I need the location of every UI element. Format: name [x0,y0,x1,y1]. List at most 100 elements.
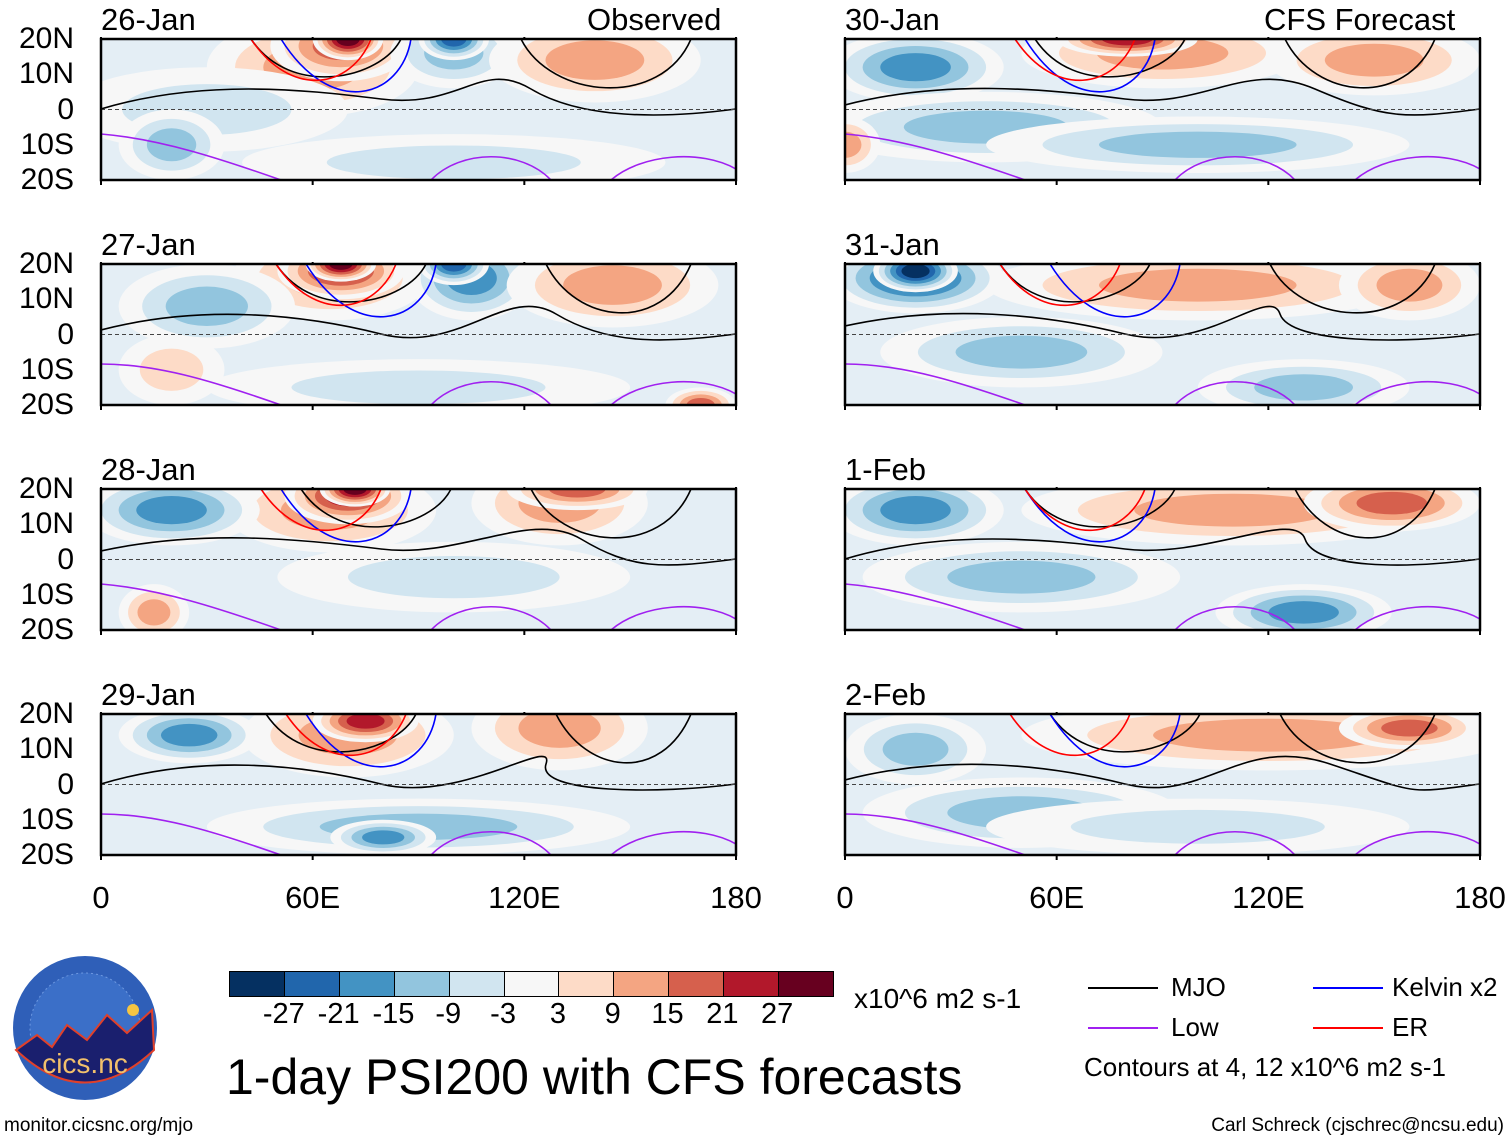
lon-label: 180 [1454,880,1506,915]
footer-url: monitor.cicsnc.org/mjo [4,1115,194,1136]
panel-frame [843,37,1482,182]
er-contour [285,714,407,757]
colorbar-tick-label: -9 [435,998,462,1030]
panel-date: 29-Jan [101,677,196,712]
er-contour [1014,39,1136,82]
anomaly-contour-fill [686,397,715,405]
panel-frame [99,37,738,182]
low-contour [430,380,736,405]
panel-date: 1-Feb [845,452,926,487]
anomaly-contour-fill [1099,268,1297,302]
anomaly-contour-fill [329,264,353,270]
anomaly-contour-fill [1376,268,1443,302]
anomaly-contour-fill [346,714,385,729]
panel-frame [99,262,738,407]
panel-date: 27-Jan [101,227,196,262]
map-panel [843,487,1482,635]
mjo-contour [1034,39,1186,78]
anomaly-contour-fill [165,286,248,327]
low-contour [1174,605,1480,630]
panel-frame [843,487,1482,632]
anomaly-contour-fill [336,39,360,47]
anomaly-contour-fill [518,714,601,748]
legend-swatch-er [1313,1027,1383,1029]
mjo-contour [1269,264,1436,314]
low-contour [845,583,1026,630]
lat-label: 10N [18,732,74,766]
lon-label: 0 [836,880,854,915]
anomaly-contour-fill [136,496,207,525]
mjo-contour [101,755,736,791]
anomaly-contour-fill [1381,719,1438,737]
lat-label: 0 [57,767,74,801]
lat-label: 10S [20,127,74,161]
low-contour [101,133,282,180]
mjo-contour [101,78,736,116]
anomaly-contour-fill [845,131,862,158]
colorbar-swatch [394,972,450,996]
anomaly-contour-fill [955,335,1088,369]
mjo-contour [1049,714,1201,753]
map-panel [843,37,1482,185]
er-contour [1024,489,1146,532]
cics-logo: cics.nc [13,956,157,1100]
anomaly-contour-fill [880,53,951,82]
panel-date: 31-Jan [845,227,940,262]
er-contour [260,489,382,532]
mjo-contour [845,305,1480,341]
kelvin-contour [305,714,437,768]
colorbar-swatch [614,972,670,996]
lat-label: 0 [57,542,74,576]
anomaly-contour-fill [1254,374,1353,401]
low-contour [845,363,1026,405]
lat-label: 20N [18,472,74,505]
figure-title: 1-day PSI200 with CFS forecasts [226,1049,963,1105]
panel-date: 26-Jan [101,2,196,37]
colorbar-swatch [230,972,285,996]
colorbar-swatch [779,972,833,996]
panel-frame [843,262,1482,407]
mjo-contour [555,714,692,764]
lon-label: 180 [710,880,762,915]
colorbar-tick-label: 9 [604,998,621,1030]
mjo-contour [101,528,736,566]
anomaly-contour-fill [139,348,204,391]
lat-label: 20N [18,22,74,55]
legend-label-kelvin: Kelvin x2 [1392,972,1498,1002]
legend-swatch-mjo [1088,987,1158,989]
colorbar-swatch [339,972,395,996]
colorbar-tick-label: -3 [490,998,516,1030]
anomaly-contour-fill [441,264,467,272]
anomaly-contour-fill [291,370,546,405]
mjo-contour [845,78,1480,116]
anomaly-contour-fill [1134,493,1332,527]
mjo-contour [265,714,417,753]
anomaly-contour-fill [362,830,405,845]
anomaly-contour-fill [1356,491,1428,515]
mjo-contour [1279,714,1436,764]
low-contour [101,363,282,405]
mjo-contour [845,755,1480,791]
kelvin-contour [1049,714,1181,768]
anomaly-contour-fill [347,555,560,599]
colorbar-tick-label: -15 [372,998,415,1030]
legend-swatch-low [1088,1027,1158,1029]
low-contour [101,813,282,855]
kelvin-contour [280,489,412,543]
anomaly-contour-fill [146,128,197,162]
mjo-contour [1284,39,1436,89]
legend-label-low: Low [1171,1012,1219,1042]
anomaly-contour-fill [549,489,606,498]
mjo-contour [275,264,427,303]
panel-frame [843,712,1482,857]
low-contour [430,155,736,180]
lat-label: 0 [57,92,74,126]
map-panel [99,487,738,635]
er-contour [275,264,397,307]
lat-label: 10S [20,352,74,386]
panel-date: 28-Jan [101,452,196,487]
kelvin-contour [305,264,437,318]
anomaly-contour-fill [563,265,662,305]
anomaly-contour-fill [137,599,171,626]
